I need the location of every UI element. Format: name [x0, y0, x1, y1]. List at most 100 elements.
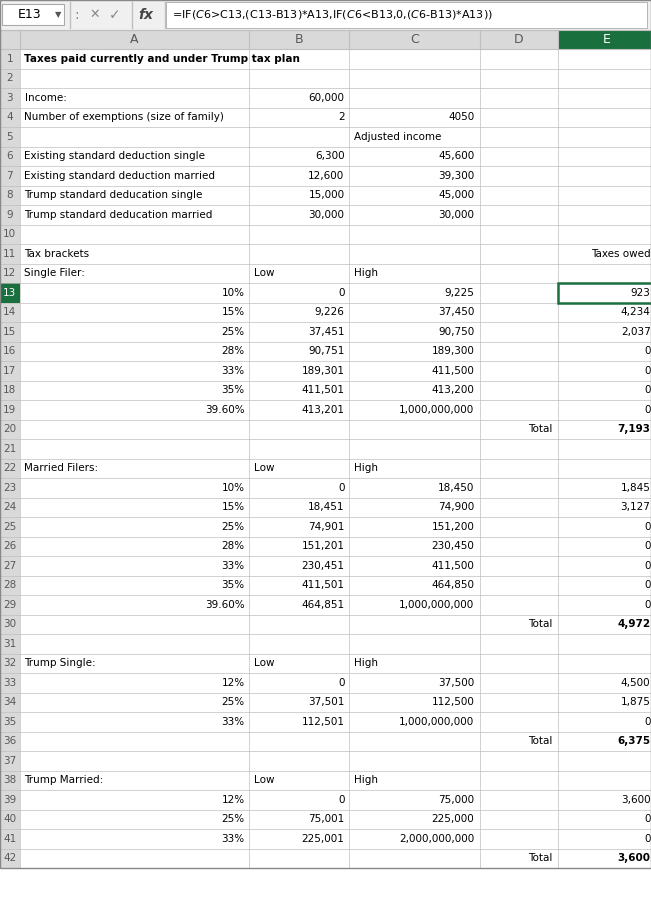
Text: 11: 11 [3, 249, 16, 259]
Text: 24: 24 [3, 502, 16, 512]
Text: 112,500: 112,500 [432, 697, 475, 707]
Bar [249, 771, 350, 790]
Bar [557, 107, 651, 127]
Bar [480, 107, 557, 127]
Bar [0, 49, 20, 68]
Text: 26: 26 [3, 541, 16, 551]
Bar [20, 419, 249, 439]
Bar [557, 127, 651, 147]
Bar [557, 283, 651, 302]
Text: Existing standard deduction single: Existing standard deduction single [25, 151, 206, 161]
Text: =IF($C$6>C13,(C13-B13)*A13,IF($C$6<B13,0,($C$6-B13)*A13)): =IF($C$6>C13,(C13-B13)*A13,IF($C$6<B13,0… [172, 8, 493, 21]
Bar [557, 302, 651, 322]
Text: 1,875: 1,875 [620, 697, 650, 707]
Bar [0, 848, 20, 868]
Bar [350, 107, 480, 127]
Bar [557, 29, 651, 49]
Bar [249, 673, 350, 692]
Bar [249, 263, 350, 283]
Bar [557, 263, 651, 283]
Bar [350, 263, 480, 283]
Bar [557, 186, 651, 205]
Bar [350, 88, 480, 107]
Bar [20, 771, 249, 790]
Text: 2,000,000,000: 2,000,000,000 [399, 834, 475, 844]
Bar [557, 439, 651, 458]
Text: 35: 35 [3, 717, 16, 727]
Bar [249, 302, 350, 322]
Text: 9,225: 9,225 [445, 288, 475, 298]
Bar [0, 68, 20, 88]
Bar [480, 692, 557, 712]
Bar [557, 576, 651, 595]
Bar [249, 244, 350, 263]
Bar [480, 322, 557, 342]
Bar [249, 692, 350, 712]
Text: Low: Low [255, 775, 275, 785]
Bar [480, 205, 557, 224]
Bar [20, 712, 249, 732]
Bar [20, 673, 249, 692]
Text: 8: 8 [7, 190, 13, 200]
Text: 411,500: 411,500 [432, 561, 475, 571]
Text: ✓: ✓ [109, 8, 121, 22]
Bar [0, 263, 20, 283]
Bar [0, 517, 20, 537]
Bar [0, 186, 20, 205]
Text: 1,845: 1,845 [620, 483, 650, 493]
Text: Low: Low [255, 268, 275, 278]
Bar [20, 653, 249, 673]
Bar [249, 361, 350, 381]
Bar [20, 88, 249, 107]
Text: 7: 7 [7, 170, 13, 180]
Text: Adjusted income: Adjusted income [355, 132, 442, 142]
Bar [0, 224, 20, 244]
Text: 189,300: 189,300 [432, 346, 475, 356]
Bar [350, 692, 480, 712]
Bar [480, 127, 557, 147]
Text: 4: 4 [7, 112, 13, 122]
Text: 16: 16 [3, 346, 16, 356]
Text: 32: 32 [3, 659, 16, 669]
Bar [480, 634, 557, 653]
Bar [20, 732, 249, 751]
Text: 34: 34 [3, 697, 16, 707]
Text: 23: 23 [3, 483, 16, 493]
Text: Trump standard deducation single: Trump standard deducation single [25, 190, 203, 200]
Text: Total: Total [528, 619, 553, 630]
Bar [0, 634, 20, 653]
Bar [249, 205, 350, 224]
Bar [350, 653, 480, 673]
Bar [0, 29, 651, 49]
Bar [249, 848, 350, 868]
Text: Number of exemptions (size of family): Number of exemptions (size of family) [25, 112, 225, 122]
Bar [557, 771, 651, 790]
Bar [20, 692, 249, 712]
Bar [20, 342, 249, 361]
Bar [557, 361, 651, 381]
Text: 0: 0 [644, 541, 650, 551]
Text: High: High [355, 464, 378, 473]
Bar [0, 478, 20, 497]
Bar [0, 322, 20, 342]
Text: 1,000,000,000: 1,000,000,000 [399, 404, 475, 415]
Text: 0: 0 [338, 794, 344, 804]
Text: 7,193: 7,193 [618, 425, 650, 435]
Bar [350, 244, 480, 263]
Bar [20, 127, 249, 147]
Bar [350, 497, 480, 517]
Bar [557, 322, 651, 342]
Text: 0: 0 [644, 814, 650, 824]
Bar [480, 848, 557, 868]
Bar [249, 381, 350, 400]
Bar [350, 634, 480, 653]
Bar [249, 419, 350, 439]
Bar [480, 224, 557, 244]
Bar [20, 263, 249, 283]
Text: 35%: 35% [221, 385, 245, 395]
Text: 35%: 35% [221, 580, 245, 590]
Text: 30,000: 30,000 [439, 210, 475, 220]
Text: 36: 36 [3, 736, 16, 746]
Text: 13: 13 [3, 288, 16, 298]
Bar [20, 361, 249, 381]
